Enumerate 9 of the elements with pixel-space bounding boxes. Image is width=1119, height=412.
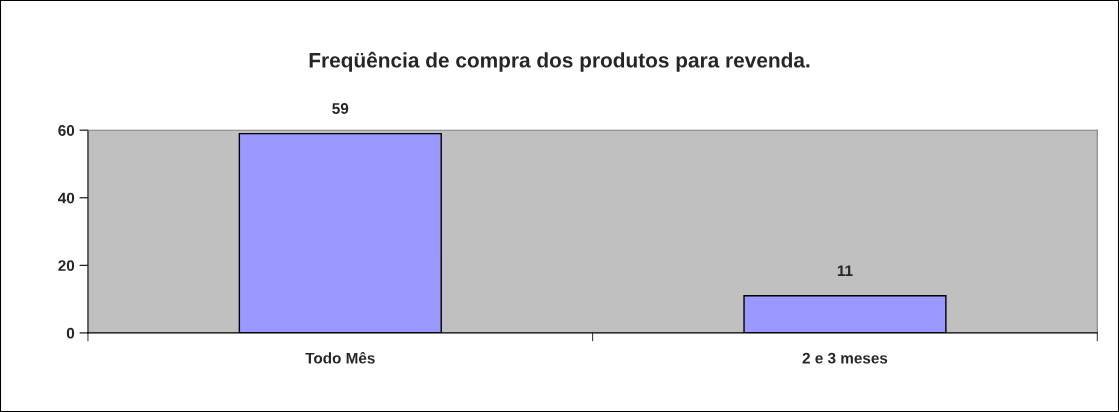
x-tick-label: Todo Mês (305, 352, 375, 364)
y-tick-label: 40 (58, 192, 75, 204)
x-tick-label: 2 e 3 meses (802, 352, 888, 364)
chart-title: Freqüência de compra dos produtos para revenda. (309, 51, 810, 72)
data-label: 11 (837, 265, 853, 276)
y-tick-label: 20 (58, 260, 75, 272)
y-tick-label: 60 (58, 125, 75, 136)
data-label: 59 (332, 103, 349, 114)
y-tick-label: 0 (66, 327, 75, 339)
